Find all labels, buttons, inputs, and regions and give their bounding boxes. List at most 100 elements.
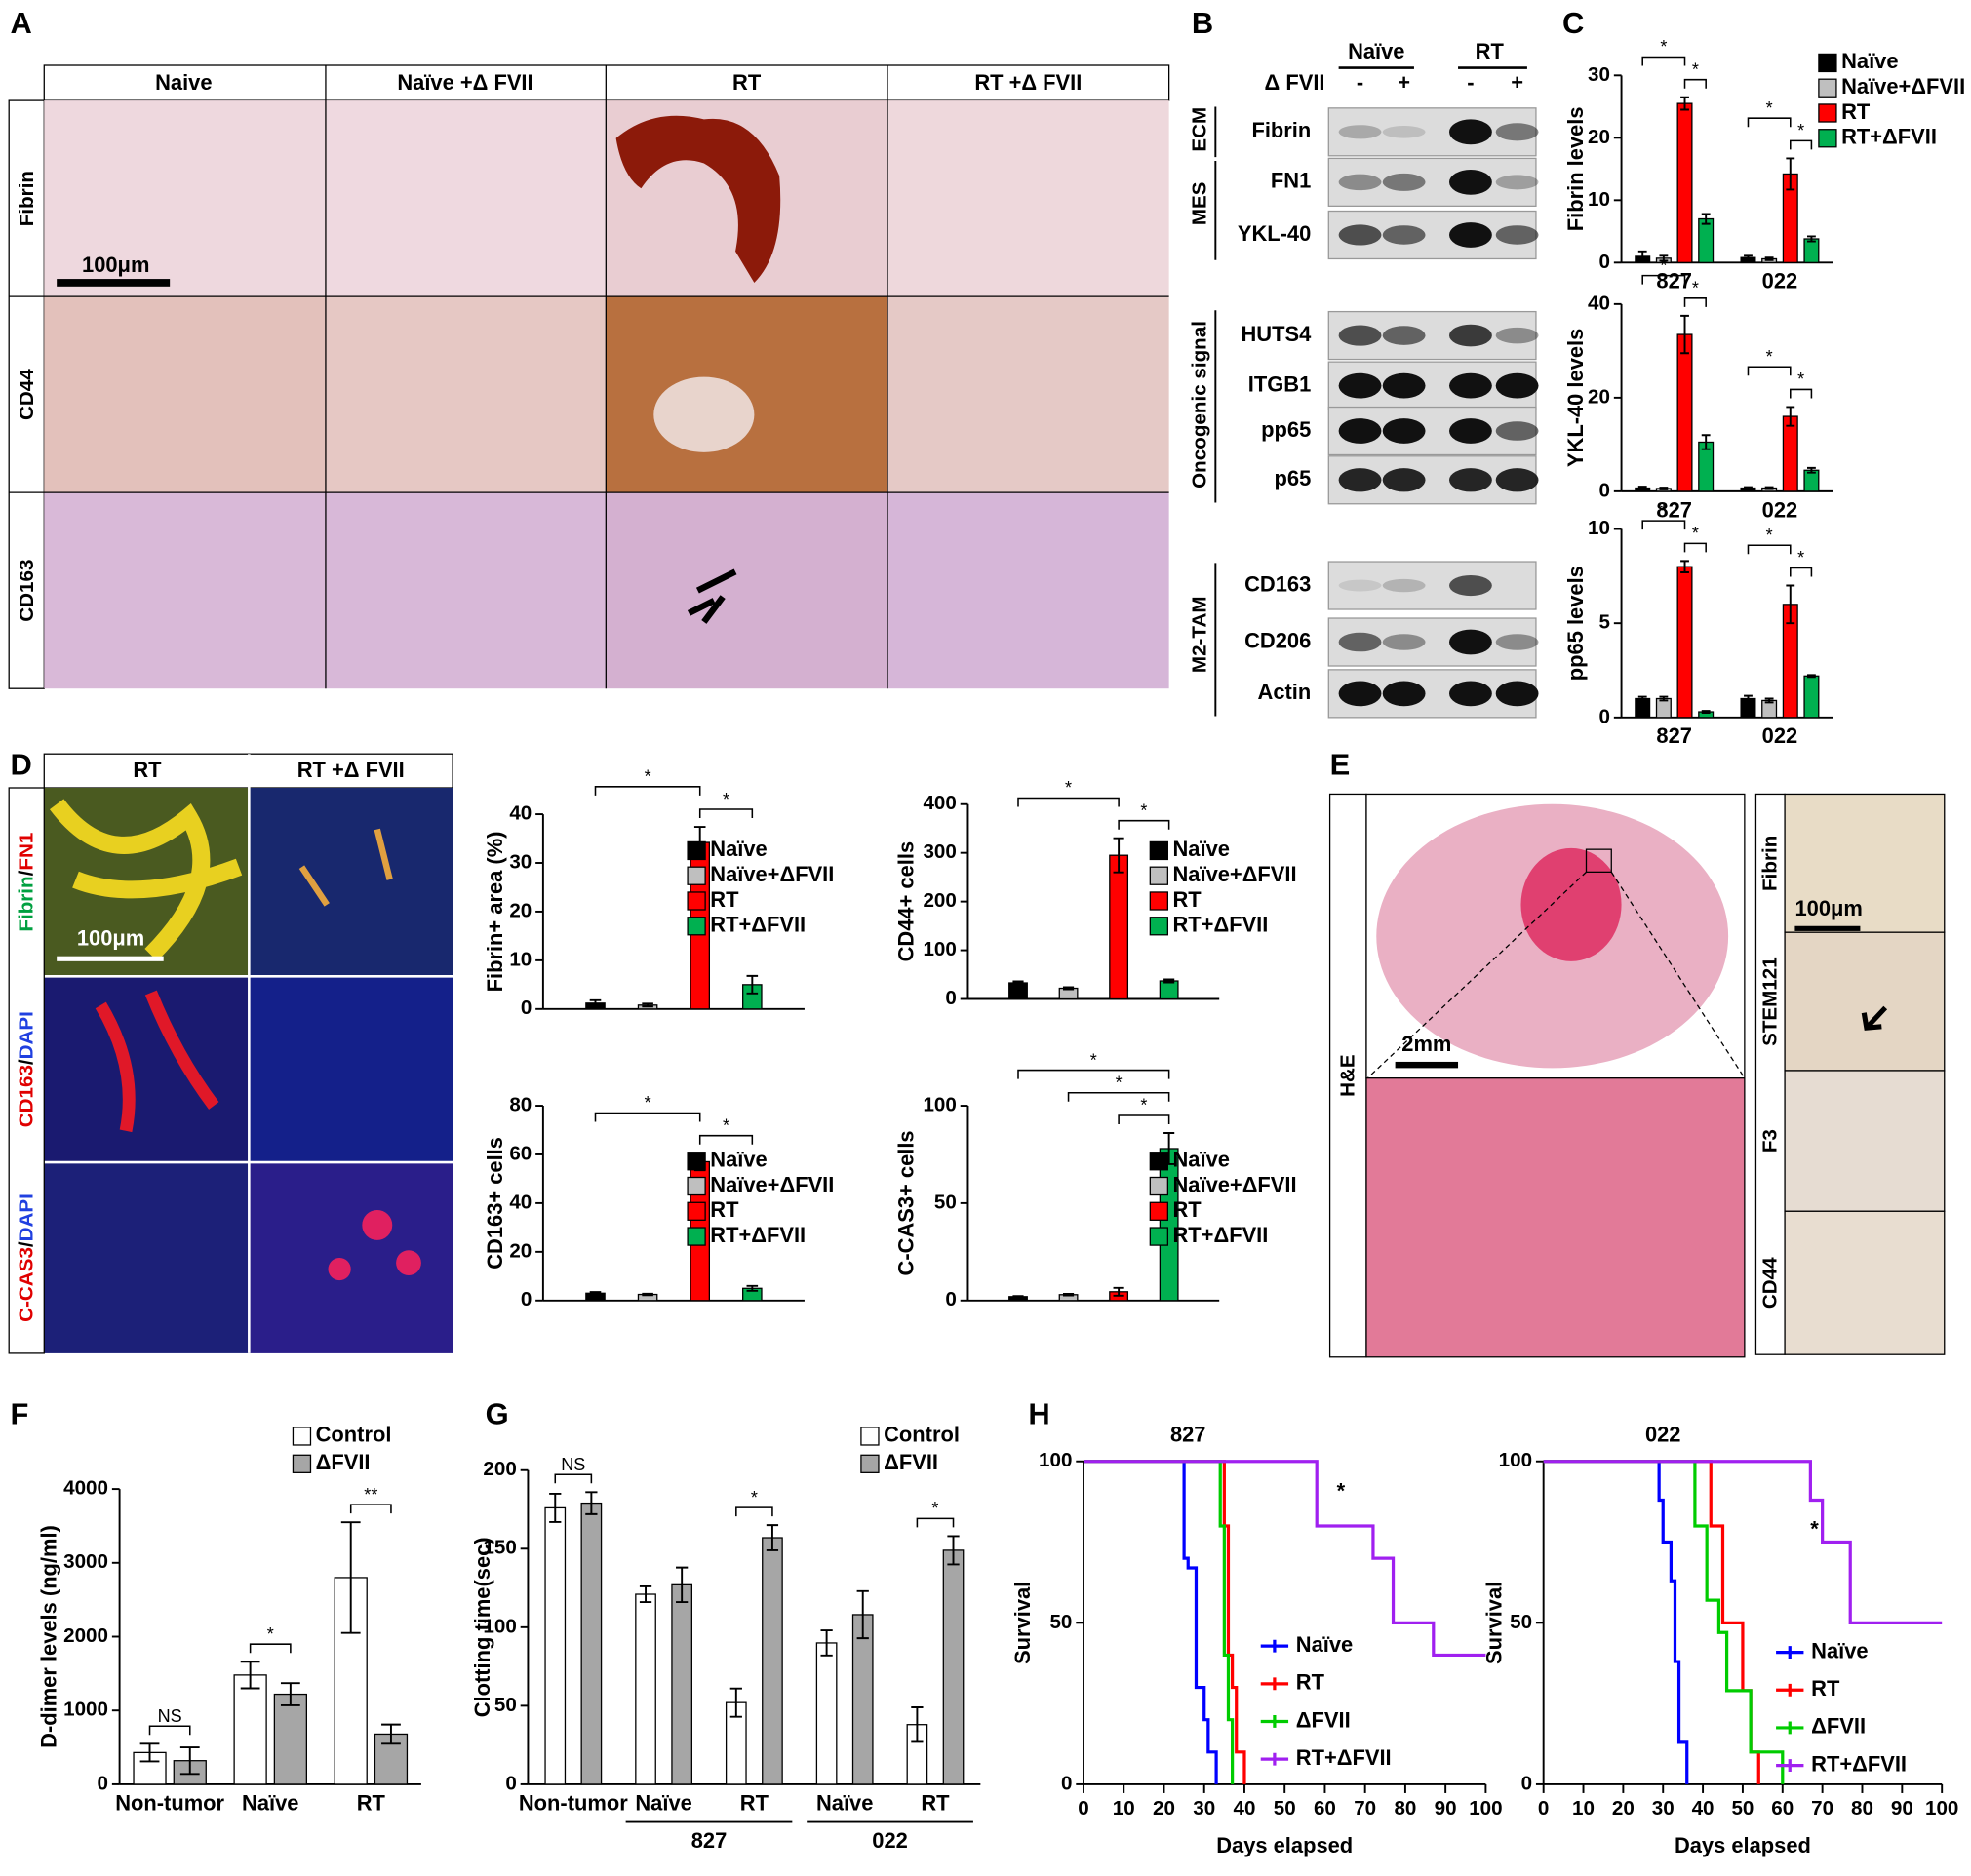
column-header: RT +Δ FVII bbox=[974, 70, 1082, 95]
legend-label: ΔFVII bbox=[1811, 1714, 1866, 1739]
bar bbox=[1803, 675, 1820, 719]
bar bbox=[273, 1693, 307, 1785]
legend-label: RT+ΔFVII bbox=[1811, 1751, 1907, 1776]
fluorescence-image bbox=[249, 976, 453, 1163]
error-bar bbox=[1680, 96, 1689, 111]
legend-swatch bbox=[1260, 1677, 1289, 1691]
y-tick-label: 10 bbox=[509, 948, 532, 970]
x-tick-label: 100 bbox=[1469, 1797, 1502, 1819]
x-tick-label: Non-tumor bbox=[519, 1790, 628, 1815]
sign: + bbox=[1511, 70, 1523, 95]
significance-label: * bbox=[723, 790, 729, 809]
significance-bracket bbox=[1789, 139, 1813, 150]
y-tick-label: 0 bbox=[1061, 1772, 1072, 1794]
histology-image bbox=[887, 296, 1169, 493]
blot-band bbox=[1449, 119, 1492, 145]
scale-bar bbox=[57, 279, 171, 287]
row-header-label: C-CAS3/DAPI bbox=[16, 1193, 38, 1322]
error-bar bbox=[240, 1661, 260, 1690]
survival-line bbox=[1543, 1460, 1785, 1784]
significance-bracket bbox=[594, 786, 701, 796]
significance-bracket bbox=[1641, 520, 1686, 530]
section-label: ECM bbox=[1188, 107, 1210, 152]
blot-band bbox=[1382, 468, 1426, 492]
x-tick-label: RT bbox=[740, 1790, 769, 1815]
grid bbox=[9, 65, 1169, 689]
error-bar bbox=[589, 998, 602, 1007]
significance-label: * bbox=[1660, 37, 1667, 57]
blot-band bbox=[1449, 468, 1492, 492]
panel-label: B bbox=[1192, 6, 1213, 40]
ihc-image bbox=[1784, 1210, 1946, 1355]
bar bbox=[580, 1502, 603, 1785]
legend-label: Naïve+ΔFVII bbox=[710, 862, 834, 886]
x-tick-label: 827 bbox=[1656, 723, 1692, 748]
blot-band bbox=[1382, 173, 1426, 191]
significance-bracket bbox=[594, 1112, 701, 1122]
blot-band bbox=[1495, 634, 1539, 650]
ccas3-signal bbox=[362, 1209, 393, 1240]
significance-bracket bbox=[1747, 544, 1792, 555]
blot-band bbox=[1449, 372, 1492, 399]
error-bar bbox=[1062, 986, 1075, 991]
section-label: Oncogenic signal bbox=[1188, 321, 1210, 489]
chart-title: 827 bbox=[1170, 1423, 1206, 1447]
ihc-image bbox=[1784, 1070, 1946, 1212]
blot-band bbox=[1338, 372, 1382, 399]
legend-label: Naïve bbox=[1296, 1632, 1353, 1657]
legend-swatch bbox=[687, 917, 706, 936]
x-tick-label: 80 bbox=[1394, 1797, 1416, 1819]
legend-swatch bbox=[1260, 1752, 1289, 1766]
y-tick-label: 50 bbox=[934, 1191, 957, 1213]
panel-label: A bbox=[10, 6, 31, 40]
histology-image bbox=[44, 492, 326, 689]
x-tick-label: 60 bbox=[1314, 1797, 1336, 1819]
scale-label: 100μm bbox=[82, 253, 149, 277]
x-tick-label: Naïve bbox=[242, 1790, 298, 1815]
significance-label: * bbox=[1810, 1516, 1819, 1541]
error-bar bbox=[340, 1521, 361, 1634]
significance-bracket bbox=[349, 1504, 392, 1514]
legend-swatch bbox=[860, 1454, 880, 1473]
error-bar bbox=[1807, 466, 1816, 474]
blot-band bbox=[1338, 325, 1382, 346]
significance-bracket bbox=[1641, 274, 1686, 285]
survival-line bbox=[1084, 1460, 1235, 1784]
panel-a: 100μm Naive Naïve +Δ FVII RT RT +Δ FVII … bbox=[8, 64, 1170, 689]
legend-swatch bbox=[687, 1176, 706, 1196]
survival-line bbox=[1084, 1460, 1246, 1784]
x-tick-label: 50 bbox=[1731, 1797, 1754, 1819]
x-tick-label: 022 bbox=[1762, 497, 1798, 522]
y-tick-label: 0 bbox=[98, 1772, 108, 1794]
band-label: Actin bbox=[1258, 680, 1312, 704]
survival-line bbox=[1084, 1460, 1218, 1784]
band-label: YKL-40 bbox=[1238, 221, 1311, 246]
legend-label: Naïve+ΔFVII bbox=[1173, 1172, 1297, 1196]
error-bar bbox=[1701, 434, 1711, 450]
panel-label: C bbox=[1562, 6, 1584, 40]
x-tick-label: 0 bbox=[1078, 1797, 1088, 1819]
bar bbox=[671, 1583, 693, 1785]
y-tick-label: 200 bbox=[923, 889, 956, 912]
x-tick-label: 10 bbox=[1113, 1797, 1135, 1819]
error-bar bbox=[1659, 695, 1669, 702]
x-tick-label: 60 bbox=[1771, 1797, 1794, 1819]
error-bar bbox=[642, 1292, 653, 1297]
band-label: ITGB1 bbox=[1248, 371, 1311, 396]
stain: Fibrin bbox=[16, 876, 38, 931]
y-axis-label: CD44+ cells bbox=[893, 841, 918, 962]
legend-label: RT+ΔFVII bbox=[710, 1223, 806, 1247]
legend-label: Naïve bbox=[1173, 837, 1230, 861]
blot-band bbox=[1449, 418, 1492, 444]
blot-band bbox=[1338, 681, 1382, 707]
y-tick-label: 300 bbox=[923, 840, 956, 863]
x-tick-label: 70 bbox=[1811, 1797, 1833, 1819]
legend-swatch bbox=[292, 1454, 312, 1473]
blot-band bbox=[1449, 324, 1492, 347]
blot-band bbox=[1495, 372, 1539, 399]
error-bar bbox=[1807, 235, 1816, 243]
bar bbox=[1676, 102, 1693, 263]
cd163-signal bbox=[95, 990, 219, 1133]
band-label: CD163 bbox=[1244, 571, 1311, 596]
legend-label: RT bbox=[1173, 887, 1202, 912]
